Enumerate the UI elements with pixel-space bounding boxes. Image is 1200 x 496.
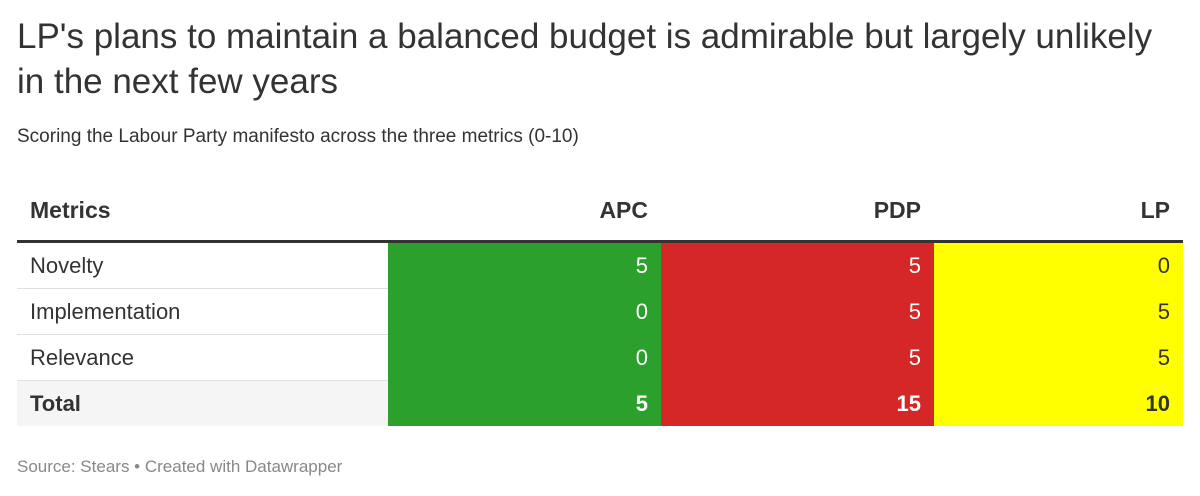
column-header-lp[interactable]: LP [934, 180, 1183, 243]
table-row: Relevance 0 5 5 [17, 334, 1183, 381]
column-header-apc[interactable]: APC [388, 180, 661, 243]
table-row-total: Total 5 15 10 [17, 380, 1183, 426]
table-row: Novelty 5 5 0 [17, 241, 1183, 289]
apc-score: 5 [388, 241, 661, 289]
pdp-score: 5 [661, 241, 934, 289]
lp-score: 5 [934, 334, 1183, 381]
chart-title: LP's plans to maintain a balanced budget… [17, 17, 1153, 101]
lp-total: 10 [934, 380, 1183, 426]
lp-score: 0 [934, 241, 1183, 289]
metric-label: Implementation [17, 288, 388, 335]
apc-score: 0 [388, 334, 661, 381]
metric-label: Novelty [17, 241, 388, 289]
pdp-total: 15 [661, 380, 934, 426]
apc-total: 5 [388, 380, 661, 426]
metric-label: Relevance [17, 334, 388, 381]
table-header-row: Metrics APC PDP LP [17, 180, 1183, 243]
apc-score: 0 [388, 288, 661, 335]
table-row: Implementation 0 5 5 [17, 288, 1183, 335]
column-header-pdp[interactable]: PDP [661, 180, 934, 243]
score-table: Metrics APC PDP LP Novelty 5 5 0 Impleme… [17, 180, 1183, 426]
lp-score: 5 [934, 288, 1183, 335]
source-note: Source: Stears • Created with Datawrappe… [17, 457, 343, 476]
pdp-score: 5 [661, 334, 934, 381]
pdp-score: 5 [661, 288, 934, 335]
chart-subtitle: Scoring the Labour Party manifesto acros… [17, 126, 579, 147]
metric-label-total: Total [17, 380, 388, 426]
column-header-metrics[interactable]: Metrics [17, 180, 388, 243]
